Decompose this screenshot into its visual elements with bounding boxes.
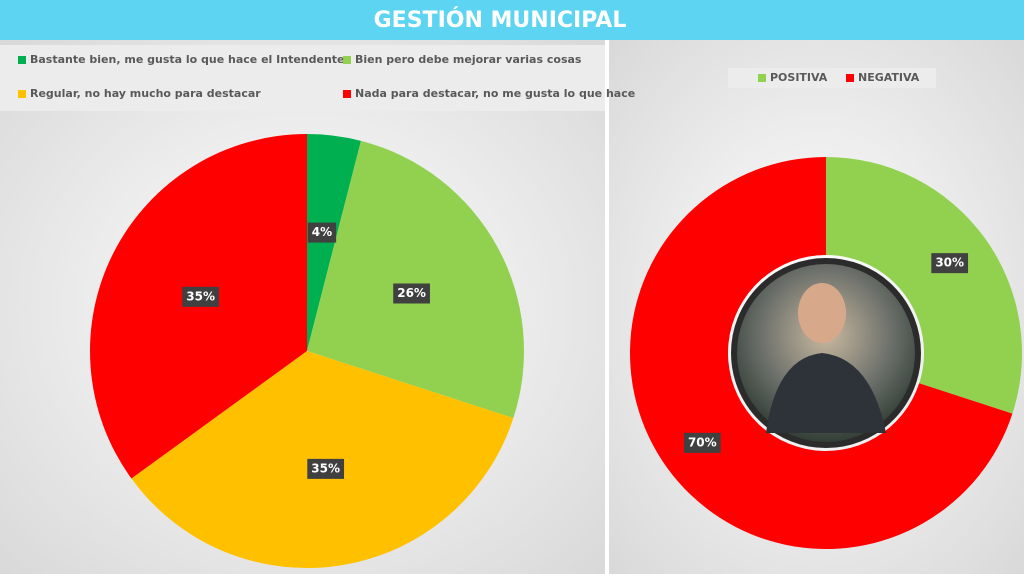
data-label: 35% xyxy=(311,461,340,475)
legend-label: Bien pero debe mejorar varias cosas xyxy=(355,53,582,66)
slice xyxy=(826,157,1023,414)
legend-label: POSITIVA xyxy=(770,71,828,84)
slice xyxy=(307,140,524,419)
data-label-box xyxy=(683,432,721,453)
data-label-box xyxy=(931,253,969,274)
legend-label: Bastante bien, me gusta lo que hace el I… xyxy=(30,53,345,66)
legend-label: Nada para destacar, no me gusta lo que h… xyxy=(355,87,635,100)
data-label-box xyxy=(393,283,430,304)
data-label: 26% xyxy=(397,286,426,300)
data-label-box xyxy=(307,222,337,243)
page-title: GESTIÓN MUNICIPAL xyxy=(374,7,627,33)
legend-swatch xyxy=(343,90,351,98)
data-label: 70% xyxy=(688,435,717,449)
legend-box xyxy=(0,45,605,111)
data-label-box xyxy=(307,458,345,479)
legend-swatch xyxy=(18,90,26,98)
legend-swatch xyxy=(846,74,854,82)
banner xyxy=(0,0,1024,40)
legend-swatch xyxy=(343,56,351,64)
slice xyxy=(630,157,1013,549)
portrait-body xyxy=(766,353,886,433)
legend-swatch xyxy=(758,74,766,82)
data-label: 4% xyxy=(312,225,332,239)
data-label: 30% xyxy=(935,256,964,270)
data-label: 35% xyxy=(186,289,215,303)
legend-label: Regular, no hay mucho para destacar xyxy=(30,87,261,100)
legend-swatch xyxy=(18,56,26,64)
legend-label: NEGATIVA xyxy=(858,71,920,84)
portrait-face xyxy=(798,283,846,343)
data-label-box xyxy=(182,286,220,307)
legend-box xyxy=(728,68,936,88)
